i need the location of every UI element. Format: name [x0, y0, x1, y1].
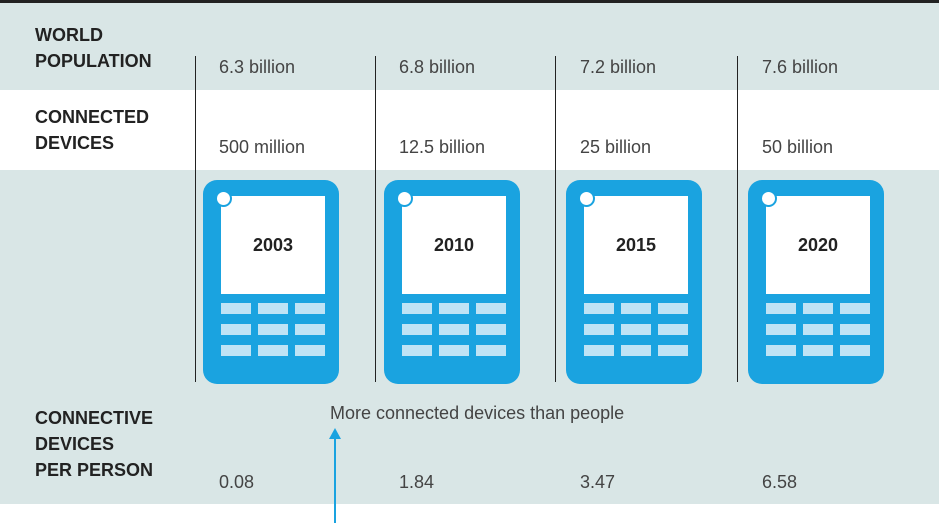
keypad-key — [584, 345, 614, 356]
keypad-key — [803, 324, 833, 335]
year-label: 2010 — [433, 234, 475, 255]
devices-value: 25 billion — [580, 137, 652, 157]
keypad-key — [621, 324, 651, 335]
mobile-phone-icon: 2020 — [748, 180, 884, 384]
per-person-label-line-3: PER PERSON — [35, 460, 154, 480]
population-value: 6.3 billion — [219, 57, 296, 77]
population-value: 7.6 billion — [762, 57, 839, 77]
keypad-key — [295, 345, 325, 356]
keypad-key — [439, 324, 469, 335]
population-value: 6.8 billion — [399, 57, 476, 77]
keypad-key — [766, 324, 796, 335]
per-person-label-line-2: DEVICES — [35, 434, 115, 454]
keypad-key — [658, 345, 688, 356]
keypad-key — [439, 303, 469, 314]
keypad-key — [621, 303, 651, 314]
population-label-line-1: WORLD — [35, 25, 103, 45]
keypad-key — [476, 324, 506, 335]
per-person-label-line-1: CONNECTIVE — [35, 408, 154, 428]
column-divider — [375, 56, 376, 382]
devices-value: 50 billion — [762, 137, 834, 157]
keypad-key — [840, 303, 870, 314]
devices-label-line-1: CONNECTED — [35, 107, 150, 127]
per-person-row-band — [0, 391, 939, 504]
population-row-band — [0, 3, 939, 90]
per-person-row-label: CONNECTIVE DEVICES PER PERSON — [35, 405, 205, 483]
keypad-key — [840, 324, 870, 335]
phone-screen — [402, 196, 506, 294]
annotation-text: More connected devices than people — [330, 403, 625, 423]
keypad-key — [402, 345, 432, 356]
keypad-key — [295, 303, 325, 314]
keypad-key — [439, 345, 469, 356]
mobile-phone-icon: 2010 — [384, 180, 520, 384]
year-label: 2003 — [252, 234, 294, 255]
camera-dot-icon — [578, 190, 595, 207]
camera-dot-icon — [215, 190, 232, 207]
keypad-key — [621, 345, 651, 356]
devices-label-line-2: DEVICES — [35, 133, 115, 153]
mobile-phone-icon: 2015 — [566, 180, 702, 384]
keypad-key — [766, 345, 796, 356]
keypad-key — [803, 345, 833, 356]
keypad-key — [295, 324, 325, 335]
keypad-key — [803, 303, 833, 314]
keypad-key — [766, 303, 796, 314]
phone-screen — [584, 196, 688, 294]
top-rule — [0, 0, 939, 3]
keypad-key — [584, 303, 614, 314]
per-person-value: 6.58 — [762, 472, 798, 492]
phone-screen — [766, 196, 870, 294]
keypad-key — [476, 345, 506, 356]
year-label: 2020 — [797, 234, 839, 255]
keypad-key — [402, 324, 432, 335]
keypad — [584, 303, 688, 356]
camera-dot-icon — [760, 190, 777, 207]
keypad — [402, 303, 506, 356]
column-divider — [737, 56, 738, 382]
keypad-key — [221, 345, 251, 356]
keypad-key — [840, 345, 870, 356]
keypad-key — [258, 324, 288, 335]
population-label-line-2: POPULATION — [35, 51, 152, 71]
population-value: 7.2 billion — [580, 57, 657, 77]
keypad-key — [258, 303, 288, 314]
keypad-key — [221, 324, 251, 335]
devices-value: 500 million — [219, 137, 306, 157]
per-person-value: 3.47 — [580, 472, 616, 492]
keypad-key — [476, 303, 506, 314]
devices-row-label: CONNECTED DEVICES — [35, 104, 205, 156]
keypad-key — [658, 324, 688, 335]
keypad — [221, 303, 325, 356]
keypad — [766, 303, 870, 356]
devices-value: 12.5 billion — [399, 137, 486, 157]
column-divider — [555, 56, 556, 382]
keypad-key — [584, 324, 614, 335]
per-person-value: 0.08 — [219, 472, 255, 492]
per-person-value: 1.84 — [399, 472, 435, 492]
column-divider — [195, 56, 196, 382]
keypad-key — [658, 303, 688, 314]
keypad-key — [221, 303, 251, 314]
population-row-label: WORLD POPULATION — [35, 22, 205, 74]
camera-dot-icon — [396, 190, 413, 207]
arrow-up-icon — [329, 428, 341, 523]
phone-screen — [221, 196, 325, 294]
keypad-key — [402, 303, 432, 314]
mobile-phone-icon: 2003 — [203, 180, 339, 384]
year-label: 2015 — [615, 234, 657, 255]
keypad-key — [258, 345, 288, 356]
